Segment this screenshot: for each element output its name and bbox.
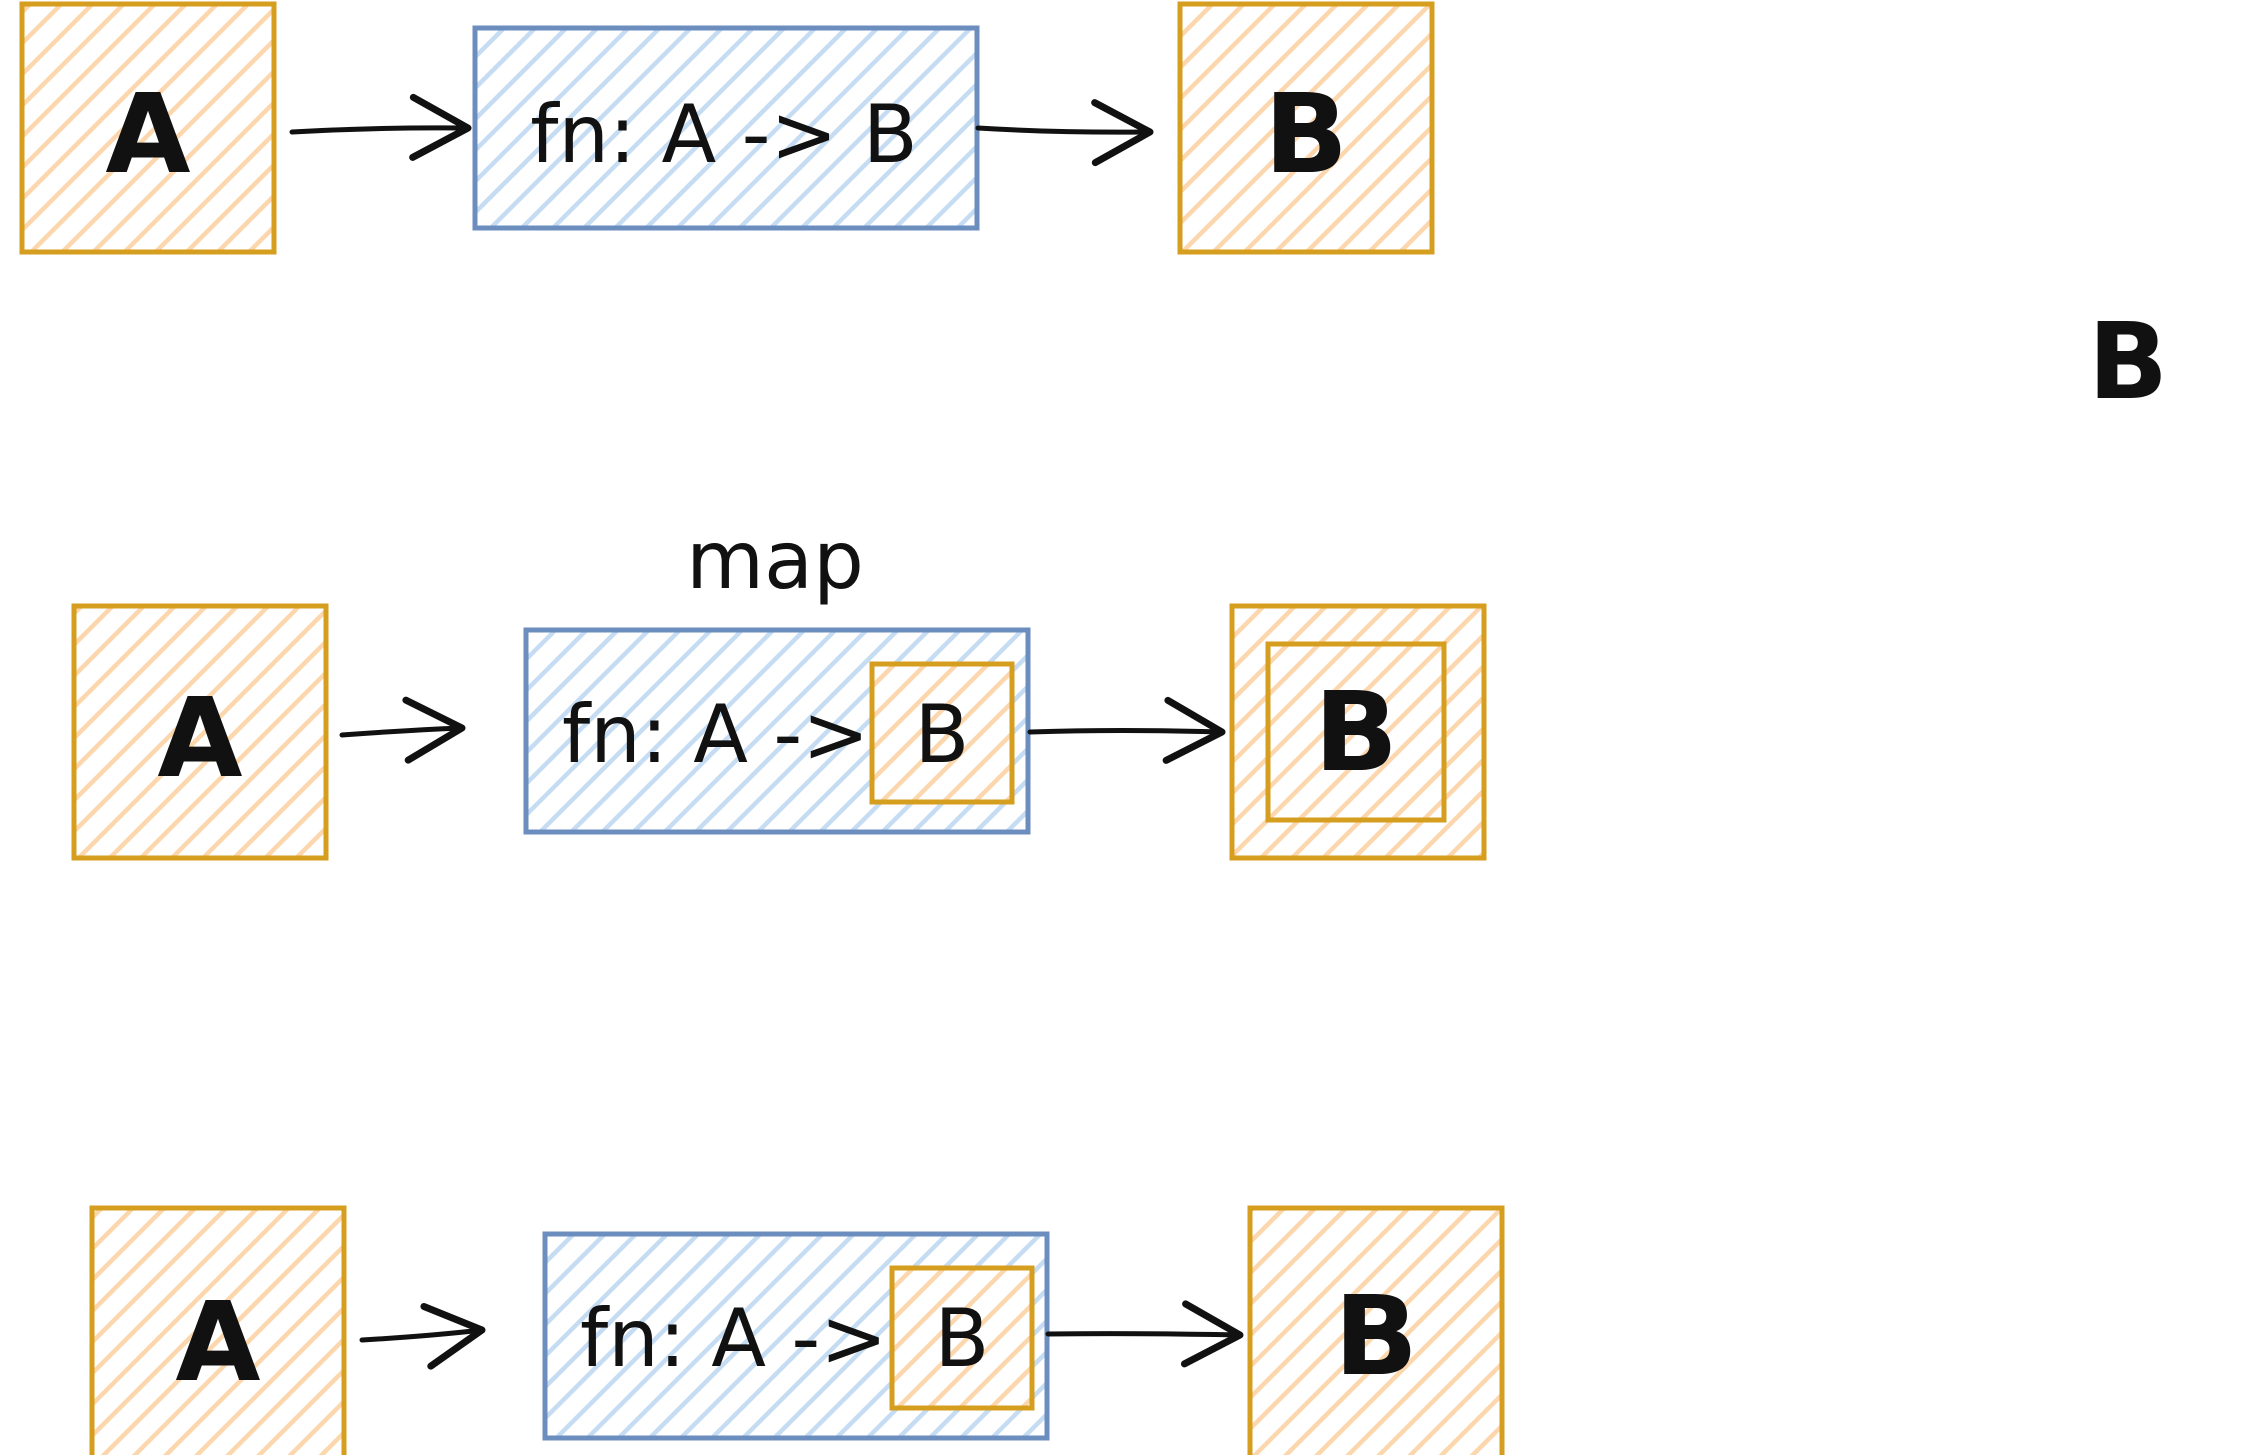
row1-output-box (1177, 1, 1435, 255)
row1-fn-box (472, 25, 980, 231)
row3: A fn: A -> B B (89, 1205, 1505, 1455)
row2-fn-inner-label: B (915, 688, 970, 781)
row1: A fn: A -> B B (19, 1, 1435, 255)
row3-fn-label: fn: A -> (580, 1292, 887, 1385)
row2-output-inner-box (1265, 641, 1447, 823)
row3-input-label: A (175, 1278, 260, 1406)
row1-arrow-in (289, 93, 472, 161)
row1-input-label: A (105, 70, 190, 198)
floating-b-label: B (2088, 301, 2168, 423)
row2-arrow-in (339, 696, 466, 764)
row2-map-title: map (686, 514, 864, 607)
row2-fn-inner-box (869, 661, 1015, 805)
row3-output-box (1247, 1205, 1505, 1455)
row3-fn-inner-label: B (935, 1292, 990, 1385)
row2-fn-label: fn: A -> (562, 688, 869, 781)
row2-input-label: A (157, 674, 242, 802)
row1-output-label: B (1264, 70, 1348, 198)
row2-input-box (71, 603, 329, 861)
row3-output-label: B (1334, 1272, 1418, 1400)
row1-fn-label: fn: A -> B (530, 88, 918, 181)
row3-input-box (89, 1205, 347, 1455)
row2-output-label: B (1314, 668, 1398, 796)
row2-arrow-out (1027, 696, 1226, 764)
row3-arrow-in (359, 1302, 486, 1370)
row2: map A fn: A -> B B (71, 514, 1487, 861)
row1-arrow-out (975, 99, 1154, 167)
row1-input-box (19, 1, 277, 255)
row3-arrow-out (1045, 1300, 1244, 1368)
row3-fn-inner-box (889, 1265, 1035, 1411)
